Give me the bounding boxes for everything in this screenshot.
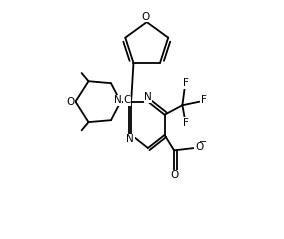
Text: O: O <box>170 170 178 180</box>
Text: N: N <box>114 95 122 105</box>
Text: O: O <box>141 12 150 22</box>
Text: F: F <box>201 96 207 105</box>
Text: O: O <box>66 97 75 107</box>
Text: O: O <box>195 142 203 152</box>
Text: N: N <box>144 92 152 102</box>
Text: C: C <box>123 96 131 105</box>
Text: −: − <box>199 137 207 147</box>
Text: N: N <box>126 134 134 144</box>
Text: F: F <box>183 78 189 88</box>
Text: F: F <box>183 118 189 128</box>
